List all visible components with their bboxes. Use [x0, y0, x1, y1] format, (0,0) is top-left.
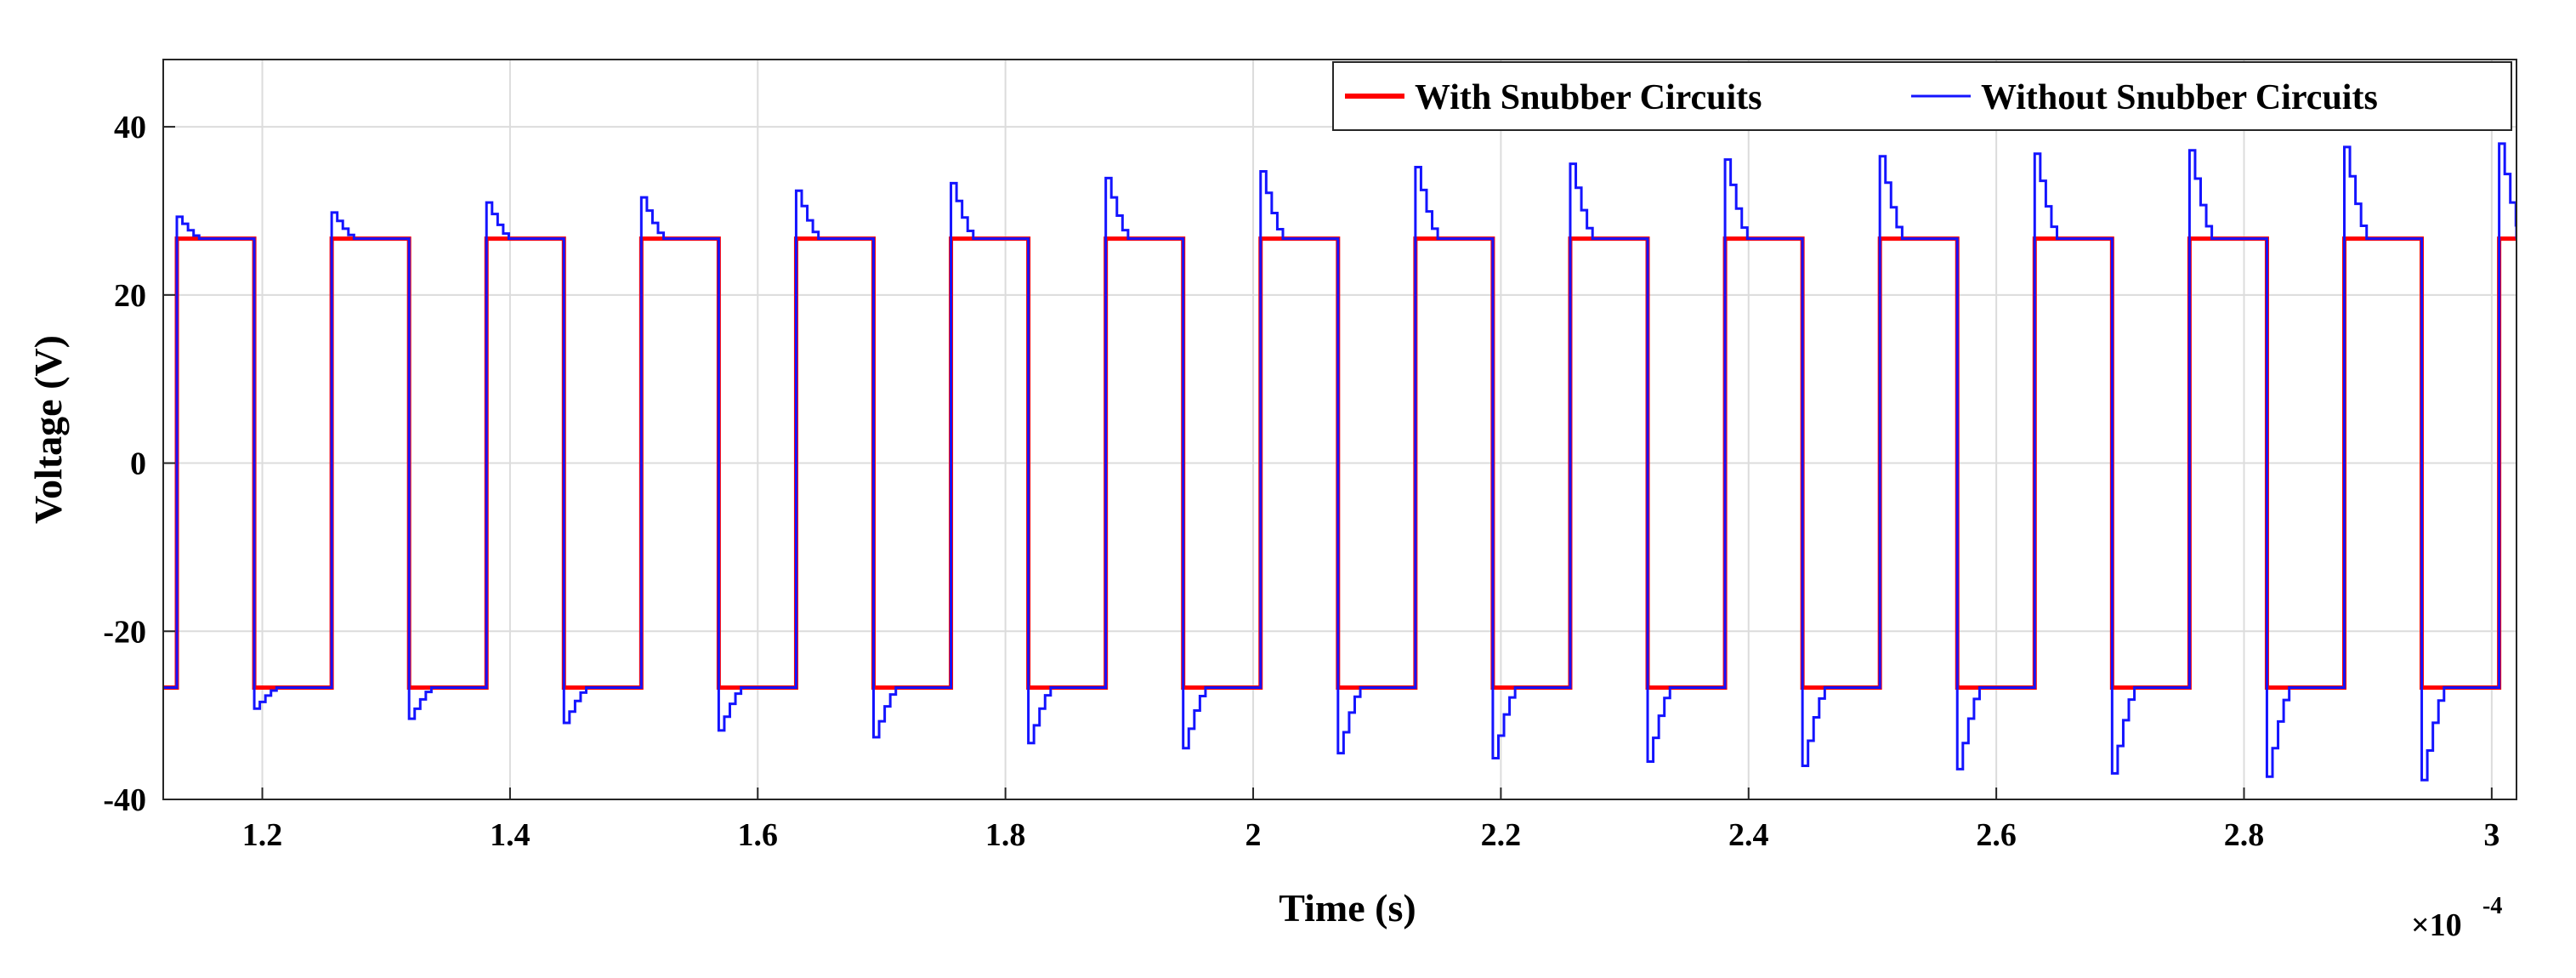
legend-label-with-snubber: With Snubber Circuits — [1415, 78, 1762, 117]
y-tick-label: 40 — [114, 110, 146, 145]
x-tick-label: 3 — [2483, 817, 2499, 853]
y-tick-label: 0 — [130, 446, 146, 482]
x-axis-multiplier: ×10 -4 — [2411, 893, 2502, 943]
x-tick-label: 2.4 — [1728, 817, 1769, 853]
y-tick-label: 20 — [114, 278, 146, 314]
legend-label-without-snubber: Without Snubber Circuits — [1981, 78, 2378, 117]
x-tick-label: 1.4 — [490, 817, 531, 853]
y-tick-label: -40 — [103, 782, 146, 818]
plot-frame — [162, 59, 2517, 800]
x-tick-label: 2.6 — [1976, 817, 2017, 853]
x-multiplier-exponent: -4 — [2482, 893, 2502, 919]
series-line-without-snubber — [163, 142, 2516, 782]
x-tick-label: 2 — [1245, 817, 1262, 853]
y-axis-title: Voltage (V) — [26, 335, 70, 524]
legend: With Snubber Circuits Without Snubber Ci… — [1332, 61, 2512, 131]
y-tick-label: -20 — [103, 614, 146, 650]
x-tick-label: 1.6 — [738, 817, 779, 853]
x-multiplier-base: ×10 — [2411, 907, 2462, 943]
x-tick-label: 2.2 — [1481, 817, 1522, 853]
x-axis-title: Time (s) — [1279, 886, 1416, 930]
x-tick-label: 1.8 — [985, 817, 1026, 853]
y-axis: -40 -20 0 20 40 — [103, 110, 175, 818]
x-axis: 1.2 1.4 1.6 1.8 2 2.2 2.4 2.6 2.8 3 — [242, 788, 2499, 853]
x-tick-label: 2.8 — [2224, 817, 2265, 853]
x-tick-label: 1.2 — [242, 817, 283, 853]
